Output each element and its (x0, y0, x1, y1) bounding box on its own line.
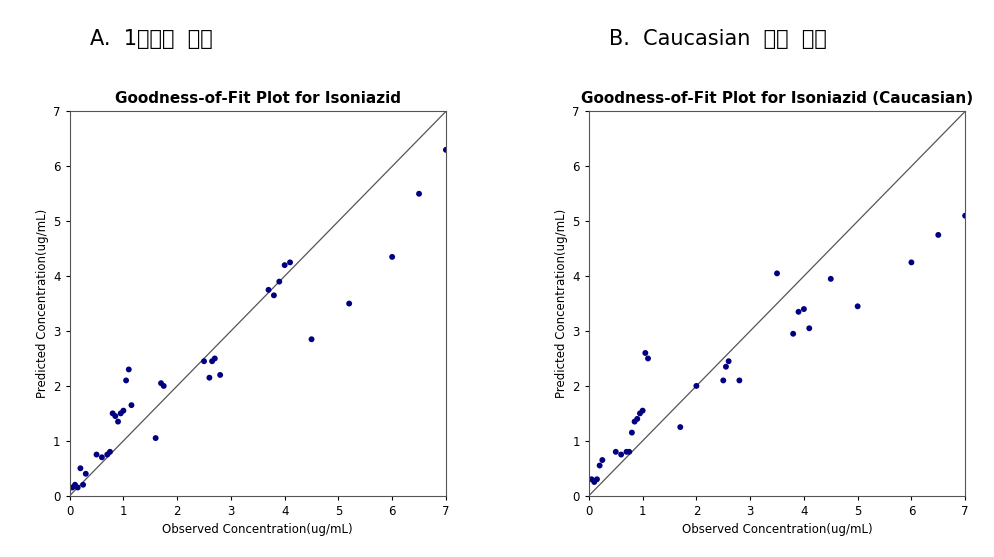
Point (341, 299, 357, 308)
Point (88, 450, 104, 459)
Point (156, 382, 172, 390)
Point (201, 373, 217, 382)
Y-axis label: Predicted Concentration(ug/mL): Predicted Concentration(ug/mL) (555, 209, 568, 398)
Point (276, 261, 292, 270)
Point (631, 409, 647, 418)
Point (78, 470, 93, 478)
Point (718, 362, 734, 371)
Point (260, 285, 276, 294)
Point (196, 356, 212, 365)
Point (790, 307, 806, 316)
Point (623, 428, 639, 437)
Point (903, 258, 918, 267)
Point (591, 461, 607, 470)
Point (265, 291, 281, 300)
Point (281, 258, 297, 267)
Text: B.  Caucasian  결핵  환자: B. Caucasian 결핵 환자 (608, 29, 826, 49)
Point (437, 145, 453, 154)
X-axis label: Observed Concentration(ug/mL): Observed Concentration(ug/mL) (681, 524, 872, 536)
Point (626, 417, 642, 426)
Point (929, 231, 945, 240)
Point (720, 356, 736, 365)
Point (612, 450, 628, 459)
Point (628, 414, 644, 423)
Point (107, 412, 123, 421)
X-axis label: Observed Concentration(ug/mL): Observed Concentration(ug/mL) (162, 524, 353, 536)
Point (120, 365, 136, 374)
Point (110, 417, 126, 426)
Point (768, 269, 784, 278)
Point (99, 450, 115, 459)
Point (634, 406, 650, 415)
Point (65, 483, 81, 492)
Point (800, 324, 816, 333)
Point (102, 447, 118, 456)
Point (207, 354, 223, 363)
Point (384, 252, 400, 261)
Point (637, 349, 653, 358)
Point (76, 480, 91, 489)
Point (795, 305, 811, 314)
Point (639, 354, 655, 363)
Point (583, 475, 599, 483)
Point (70, 483, 85, 492)
Point (593, 456, 609, 465)
Text: A.  1차결핵  환자: A. 1차결핵 환자 (89, 29, 212, 49)
Point (123, 400, 139, 409)
Point (849, 302, 865, 311)
Point (93, 453, 109, 462)
Point (588, 475, 604, 483)
Point (118, 376, 134, 385)
Title: Goodness-of-Fit Plot for Isoniazid: Goodness-of-Fit Plot for Isoniazid (114, 91, 401, 106)
Point (607, 447, 623, 456)
Point (212, 370, 228, 379)
Point (956, 211, 972, 220)
Title: Goodness-of-Fit Plot for Isoniazid (Caucasian): Goodness-of-Fit Plot for Isoniazid (Cauc… (580, 91, 972, 106)
Y-axis label: Predicted Concentration(ug/mL): Predicted Concentration(ug/mL) (36, 209, 49, 398)
Point (303, 335, 319, 344)
Point (271, 277, 287, 286)
Point (153, 379, 169, 388)
Point (104, 409, 120, 418)
Point (784, 329, 800, 338)
Point (73, 464, 88, 473)
Point (715, 376, 731, 385)
Point (688, 382, 704, 390)
Point (585, 477, 601, 486)
Point (147, 433, 163, 442)
Point (115, 406, 131, 415)
Point (822, 275, 838, 284)
Point (67, 480, 83, 489)
Point (411, 189, 426, 198)
Point (112, 409, 128, 418)
Point (672, 423, 688, 432)
Point (731, 376, 746, 385)
Point (620, 447, 636, 456)
Point (618, 447, 634, 456)
Point (204, 356, 220, 365)
